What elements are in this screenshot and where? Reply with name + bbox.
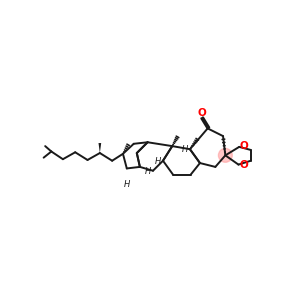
Polygon shape bbox=[98, 143, 101, 153]
Circle shape bbox=[218, 148, 232, 162]
Text: H: H bbox=[145, 167, 152, 176]
Text: O: O bbox=[197, 108, 206, 118]
Text: H: H bbox=[182, 146, 188, 154]
Text: H: H bbox=[124, 180, 130, 189]
Text: H: H bbox=[155, 157, 161, 166]
Text: O: O bbox=[239, 160, 248, 170]
Text: O: O bbox=[240, 141, 249, 151]
